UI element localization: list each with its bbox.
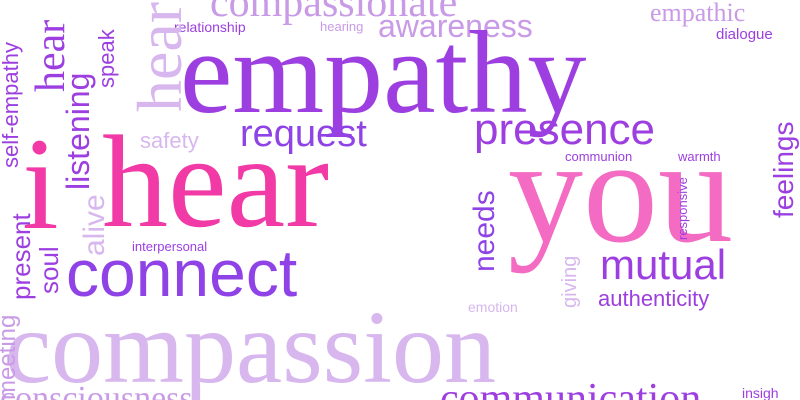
word-soul: soul — [34, 246, 64, 294]
word-consciousness: consciousness — [0, 380, 193, 400]
word-i: i — [22, 110, 59, 257]
word-listening: listening — [60, 72, 96, 190]
word-emotion: emotion — [468, 299, 518, 315]
word-speak: speak — [94, 29, 119, 88]
word-needs: needs — [468, 190, 501, 272]
word-interpersonal: interpersonal — [132, 239, 208, 254]
word-communication: communication — [440, 376, 702, 400]
word-compassionate: compassionate — [210, 0, 458, 26]
word-self-empathy: self-empathy — [0, 42, 23, 168]
word-relationship: relationship — [174, 19, 246, 35]
word-dialogue: dialogue — [716, 26, 773, 43]
word-request: request — [240, 113, 367, 155]
word-authenticity: authenticity — [598, 286, 710, 311]
word-responsive: responsive — [675, 177, 690, 240]
word-hear: hear — [102, 108, 330, 255]
word-feelings: feelings — [768, 121, 799, 218]
word-hearing: hearing — [320, 19, 364, 34]
word-warmth: warmth — [678, 149, 721, 164]
word-safety: safety — [140, 128, 199, 153]
word-present: present — [6, 213, 36, 300]
word-alive: alive — [78, 194, 111, 256]
word-connect: connect — [66, 236, 298, 310]
word-hear-vertical-2: hear — [124, 1, 195, 112]
word-mutual: mutual — [600, 241, 727, 288]
word-compassion: compassion — [5, 290, 497, 400]
word-awareness: awareness — [378, 8, 533, 44]
word-presence: presence — [474, 105, 656, 154]
word-you: you — [508, 108, 733, 274]
word-empathy: empathy — [180, 7, 587, 138]
word-insight: insigh — [742, 385, 779, 400]
word-empathic: empathic — [650, 0, 746, 27]
word-communion: communion — [565, 149, 633, 164]
word-meeting: meeting — [0, 314, 21, 400]
word-giving: giving — [559, 255, 581, 308]
